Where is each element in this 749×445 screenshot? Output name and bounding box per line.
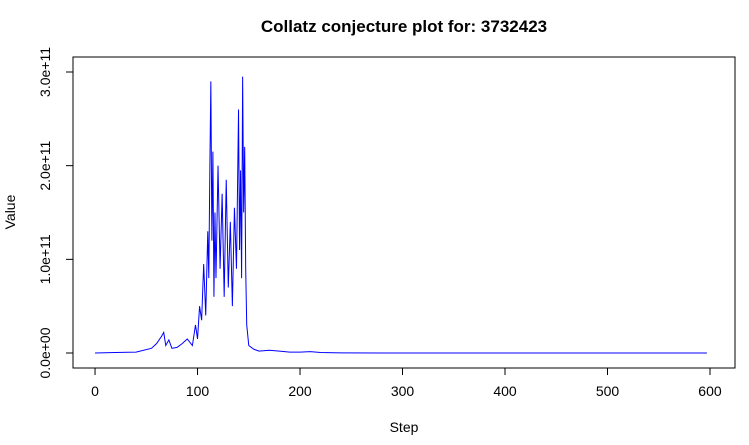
x-tick-label: 500 — [596, 383, 620, 399]
y-tick-label: 2.0e+11 — [37, 140, 53, 190]
x-axis-label: Step — [390, 419, 419, 435]
x-tick-label: 300 — [391, 383, 415, 399]
x-tick-label: 600 — [698, 383, 722, 399]
x-tick-label: 400 — [493, 383, 517, 399]
series-line — [95, 76, 707, 354]
x-tick-label: 0 — [91, 383, 99, 399]
y-tick-label: 1.0e+11 — [37, 234, 53, 284]
chart-title: Collatz conjecture plot for: 3732423 — [261, 17, 547, 36]
y-axis-label: Value — [2, 194, 18, 229]
plot-box — [72, 56, 736, 369]
x-tick-label: 100 — [186, 383, 210, 399]
y-tick-label: 0.0e+00 — [37, 327, 53, 378]
y-tick-label: 3.0e+11 — [37, 47, 53, 97]
x-tick-label: 200 — [288, 383, 312, 399]
